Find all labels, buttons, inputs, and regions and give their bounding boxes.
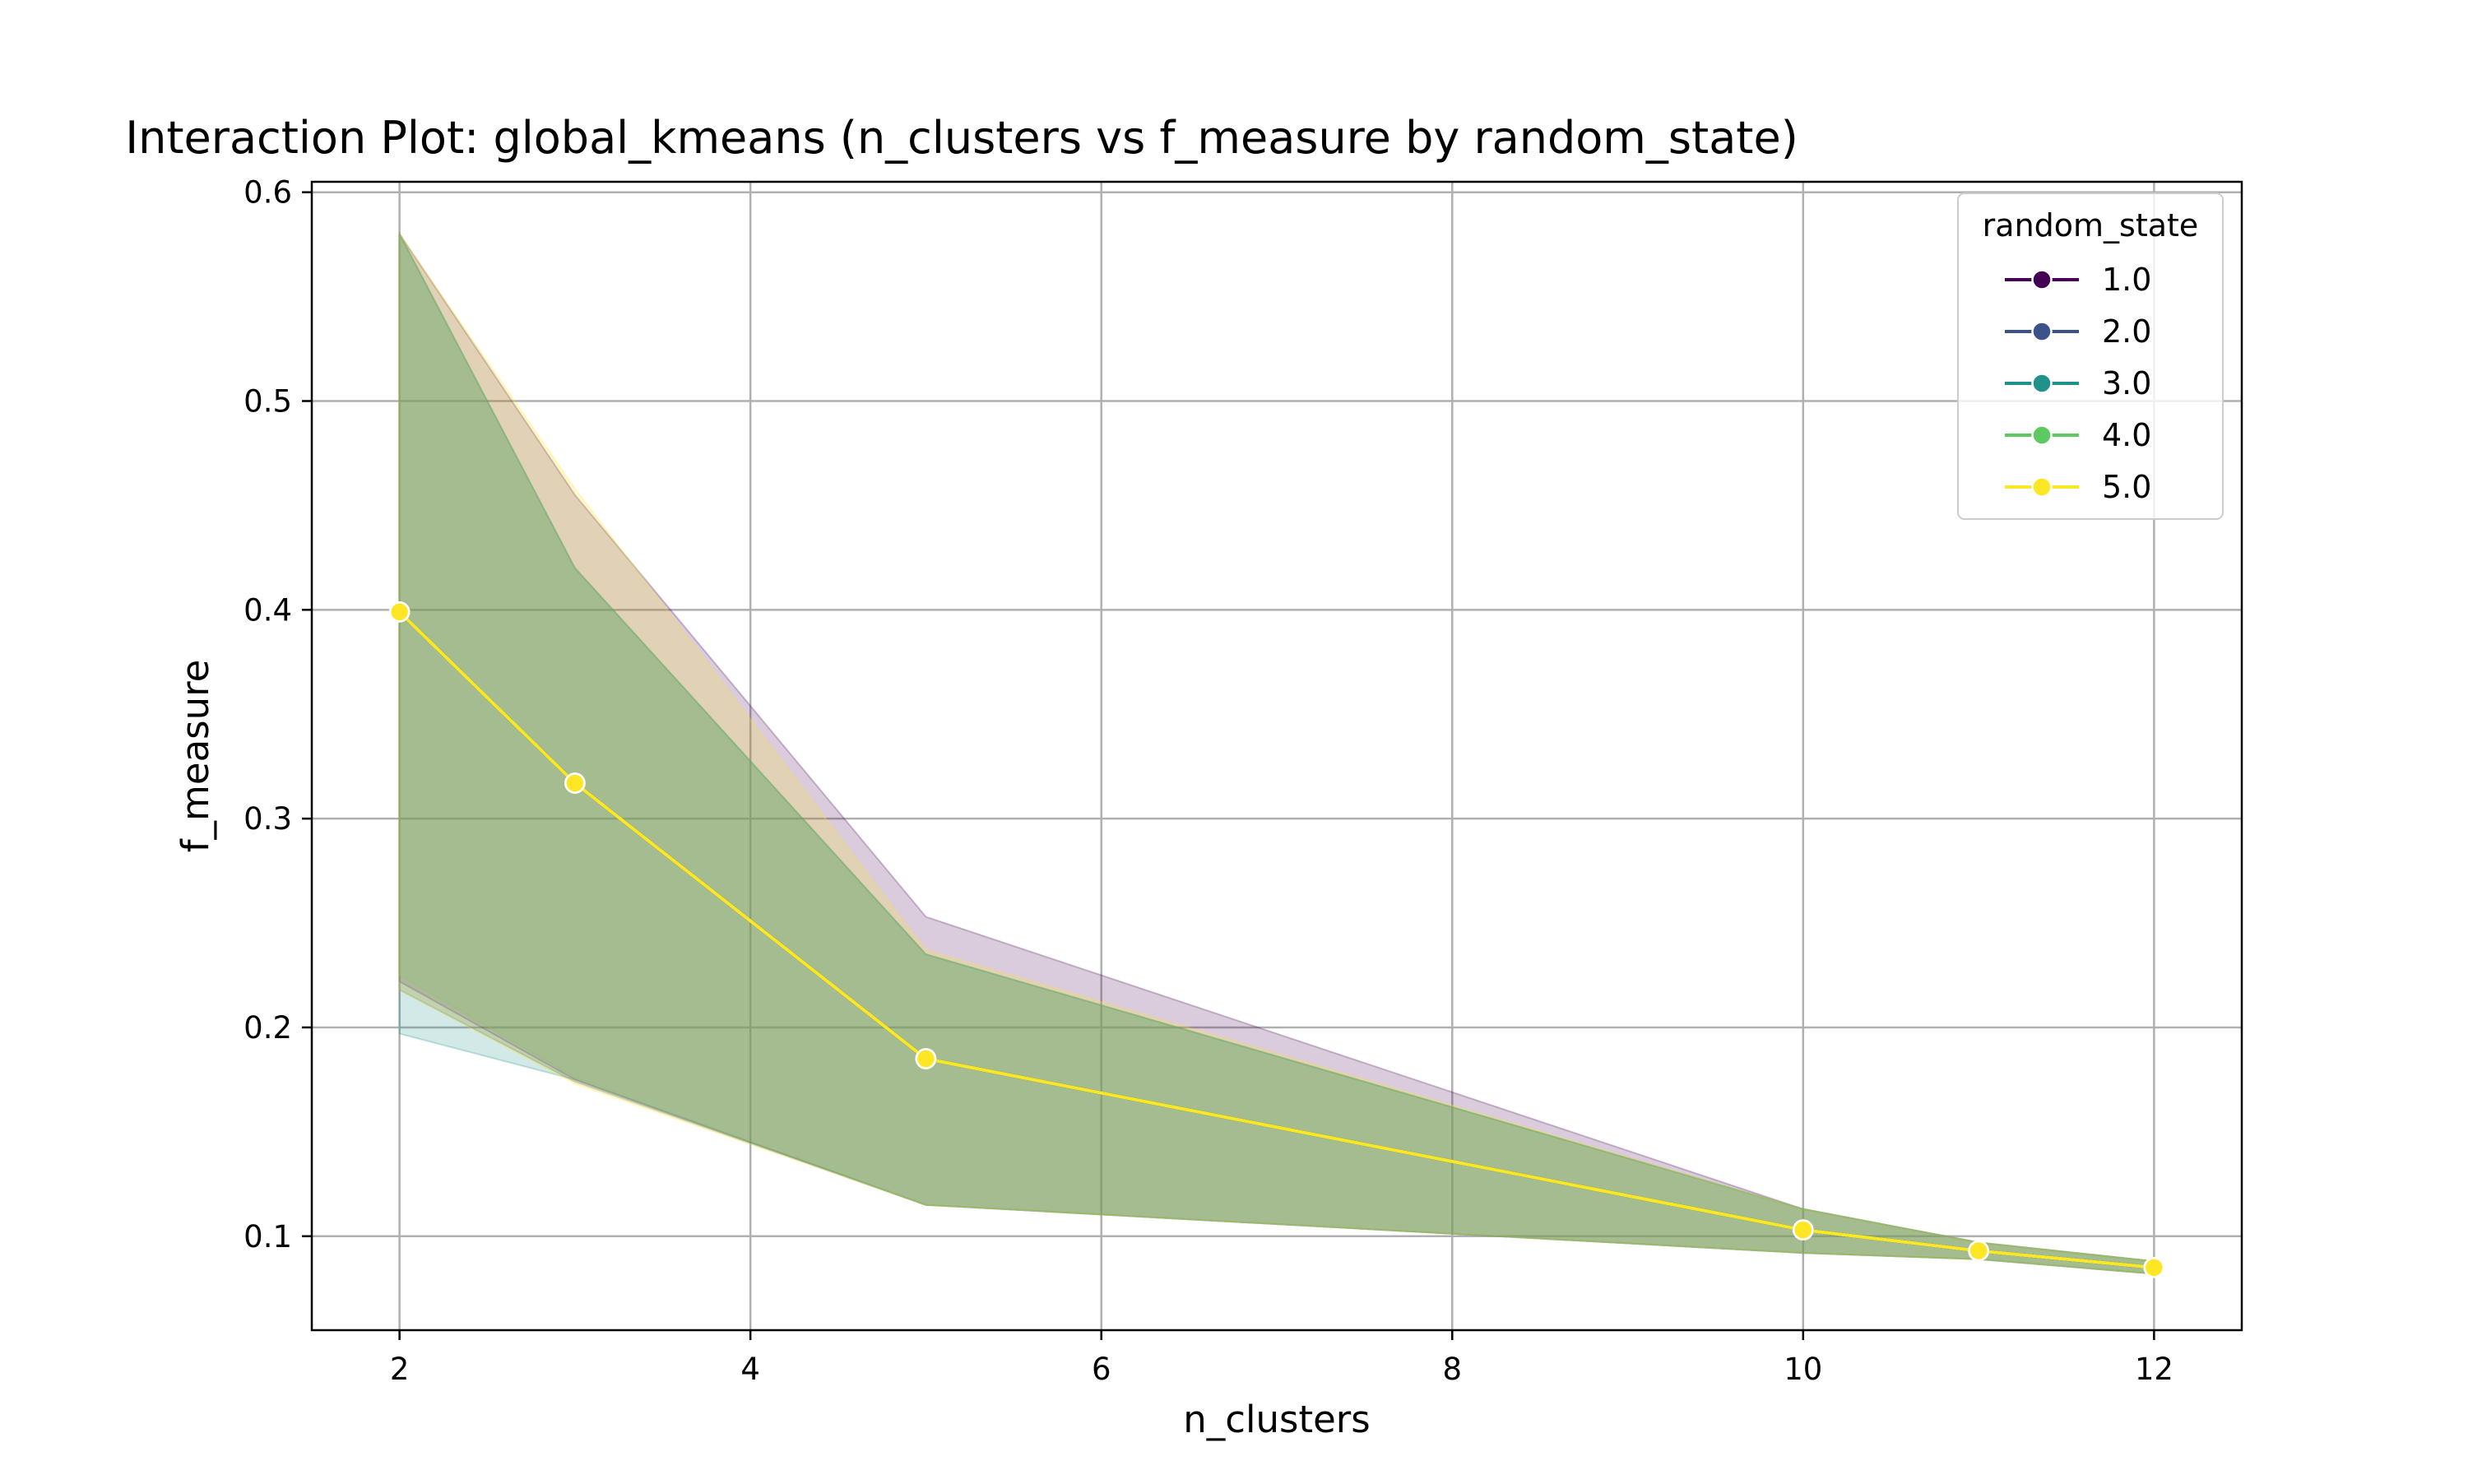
series-lines [398,610,2155,1269]
band-5.0 [398,231,2155,1275]
y-tick-label: 0.2 [244,1010,292,1046]
data-point [388,601,411,623]
legend-marker-2.0 [2031,321,2053,342]
legend-label-4.0: 4.0 [2102,417,2151,453]
plot-frame [310,180,2243,1332]
data-point [1793,1219,1814,1241]
x-tick-label: 10 [1784,1352,1822,1387]
y-tick-label: 0.5 [244,384,292,420]
data-point [564,772,586,794]
series-markers [388,601,2165,1278]
x-tick-label: 4 [740,1352,760,1387]
data-point [2143,1257,2165,1278]
legend-marker-1.0 [2031,269,2053,290]
legend-box [1957,192,2224,520]
legend-label-1.0: 1.0 [2102,262,2151,298]
y-tick-label: 0.3 [244,801,292,837]
chart-title: Interaction Plot: global_kmeans (n_clust… [125,112,1798,164]
legend-label-3.0: 3.0 [2102,365,2151,401]
confidence-bands [398,231,2155,1275]
y-tick-label: 0.6 [244,175,292,211]
axis-ticks: 2 4 6 8 10 12 0.1 0.2 0.3 0.4 0.5 0.6 [244,175,2173,1387]
legend-marker-5.0 [2031,476,2053,498]
legend-entries: 1.0 2.0 3.0 4.0 5.0 [2005,262,2151,505]
data-point [915,1048,937,1069]
y-tick-label: 0.4 [244,592,292,628]
x-tick-label: 8 [1442,1352,1462,1387]
legend-title: random_state [1983,207,2199,243]
y-tick-label: 0.1 [244,1219,292,1254]
series-line-5.0 [398,610,2155,1269]
y-axis-label: f_measure [174,660,217,853]
x-axis-label: n_clusters [1183,1398,1371,1441]
data-point [1968,1240,1989,1262]
x-tick-label: 6 [1092,1352,1111,1387]
x-tick-label: 12 [2135,1352,2173,1387]
legend-label-2.0: 2.0 [2102,313,2151,350]
legend-marker-3.0 [2031,373,2053,394]
legend-label-5.0: 5.0 [2102,469,2151,505]
x-tick-label: 2 [390,1352,410,1387]
legend: random_state 1.0 2.0 3.0 4.0 5.0 [1957,192,2224,520]
legend-marker-4.0 [2031,424,2053,446]
